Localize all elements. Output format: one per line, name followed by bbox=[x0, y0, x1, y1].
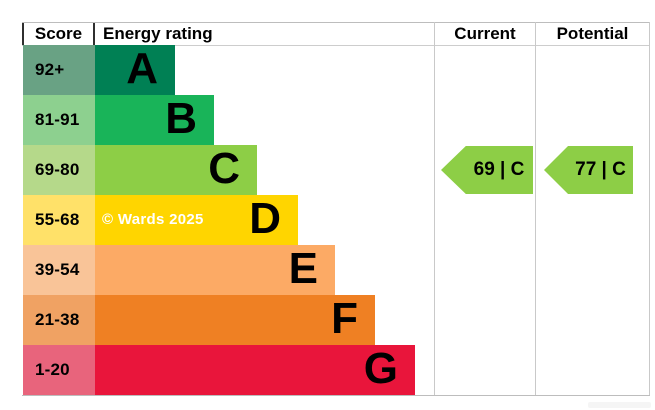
band-bar: E bbox=[95, 244, 335, 295]
header-left-border bbox=[22, 23, 24, 45]
faint-watermark bbox=[588, 402, 651, 408]
energy-rating-column-header: Energy rating bbox=[103, 24, 213, 43]
band-row: 39-54 E bbox=[23, 244, 650, 295]
header-bottom-border bbox=[22, 45, 650, 46]
band-rows: 92+ A 81-91 B 69-80 C 55-68 D 39-54 bbox=[23, 44, 650, 395]
band-letter: G bbox=[363, 344, 398, 393]
band-bar: B bbox=[95, 94, 214, 145]
band-score-cell: 1-20 bbox=[23, 345, 95, 395]
band-score-cell: 81-91 bbox=[23, 95, 95, 145]
band-letter: A bbox=[126, 44, 158, 93]
potential-rating-value: 77 | C bbox=[575, 159, 626, 180]
band-bar: F bbox=[95, 294, 375, 345]
band-row: 1-20 G bbox=[23, 344, 650, 395]
potential-column-divider bbox=[535, 22, 536, 396]
band-bar: D bbox=[95, 194, 298, 245]
band-score-cell: 92+ bbox=[23, 45, 95, 95]
band-row: 69-80 C bbox=[23, 144, 650, 195]
potential-column-header: Potential bbox=[556, 24, 629, 43]
band-letter: B bbox=[165, 94, 197, 143]
current-rating-value: 69 | C bbox=[473, 159, 525, 180]
wards-copyright-watermark: © Wards 2025 bbox=[102, 211, 204, 228]
band-bar: A bbox=[95, 44, 175, 95]
band-score-cell: 69-80 bbox=[23, 145, 95, 195]
current-column-divider bbox=[434, 22, 435, 396]
band-score-cell: 55-68 bbox=[23, 195, 95, 245]
band-row: 21-38 F bbox=[23, 294, 650, 345]
table-bottom-border bbox=[22, 395, 650, 396]
score-column-header: Score bbox=[34, 24, 83, 43]
table-top-border bbox=[22, 22, 650, 23]
band-bar: C bbox=[95, 144, 257, 195]
band-row: 92+ A bbox=[23, 44, 650, 95]
band-letter: C bbox=[208, 144, 240, 193]
band-letter: F bbox=[331, 294, 358, 343]
band-letter: E bbox=[288, 244, 318, 293]
band-score-cell: 39-54 bbox=[23, 245, 95, 295]
band-letter: D bbox=[249, 194, 281, 243]
current-column-header: Current bbox=[454, 24, 516, 43]
band-bar: G bbox=[95, 344, 415, 395]
band-row: 55-68 D bbox=[23, 194, 650, 245]
band-row: 81-91 B bbox=[23, 94, 650, 145]
band-score-cell: 21-38 bbox=[23, 295, 95, 345]
score-header-divider bbox=[93, 23, 95, 45]
table-right-border bbox=[649, 22, 650, 396]
